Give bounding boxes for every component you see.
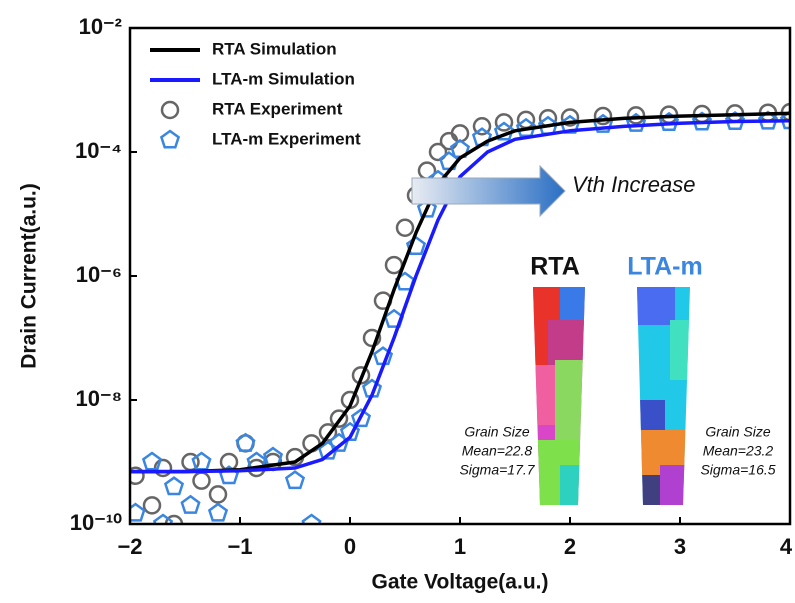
caption: Grain Size xyxy=(464,424,530,440)
y-tick-label: 10⁻⁴ xyxy=(75,138,122,163)
y-tick-label: 10⁻¹⁰ xyxy=(70,510,122,535)
x-axis-label: Gate Voltage(a.u.) xyxy=(372,571,549,594)
x-tick-label: 4 xyxy=(780,534,793,559)
caption: Sigma=16.5 xyxy=(700,462,775,478)
legend-swatch xyxy=(162,102,178,118)
panel-label: LTA-m xyxy=(627,253,702,281)
y-tick-label: 10⁻² xyxy=(79,14,122,39)
data-point xyxy=(441,133,457,149)
chart: Gate Voltage(a.u.) Drain Current(a.u.) V… xyxy=(0,0,795,603)
y-tick-label: 10⁻⁶ xyxy=(76,262,122,287)
data-point xyxy=(194,473,210,489)
legend-label: RTA Experiment xyxy=(212,99,343,118)
data-point xyxy=(209,504,226,520)
data-point xyxy=(144,497,160,513)
data-point xyxy=(165,478,182,494)
x-tick-label: 1 xyxy=(454,534,466,559)
data-point xyxy=(286,472,303,488)
x-tick-label: −2 xyxy=(117,534,142,559)
data-point xyxy=(210,486,226,502)
caption: Grain Size xyxy=(705,424,771,440)
data-line xyxy=(130,113,790,471)
grain-map xyxy=(530,285,590,510)
x-tick-label: 0 xyxy=(344,534,356,559)
caption: Mean=22.8 xyxy=(462,443,533,459)
y-tick-label: 10⁻⁸ xyxy=(76,386,122,411)
x-tick-label: 3 xyxy=(674,534,686,559)
panel-label: RTA xyxy=(530,253,580,281)
grain-map xyxy=(635,285,695,510)
data-point xyxy=(182,496,199,512)
legend-label: RTA Simulation xyxy=(212,39,337,58)
arrow-label: Vth Increase xyxy=(572,172,696,197)
caption: Mean=23.2 xyxy=(703,443,774,459)
legend-swatch xyxy=(161,131,178,147)
x-tick-label: 2 xyxy=(564,534,576,559)
y-axis-label: Drain Current(a.u.) xyxy=(18,183,41,369)
caption: Sigma=17.7 xyxy=(459,462,535,478)
x-tick-label: −1 xyxy=(227,534,252,559)
data-point xyxy=(397,220,413,236)
legend-label: LTA-m Simulation xyxy=(212,69,355,88)
legend-label: LTA-m Experiment xyxy=(212,129,361,148)
